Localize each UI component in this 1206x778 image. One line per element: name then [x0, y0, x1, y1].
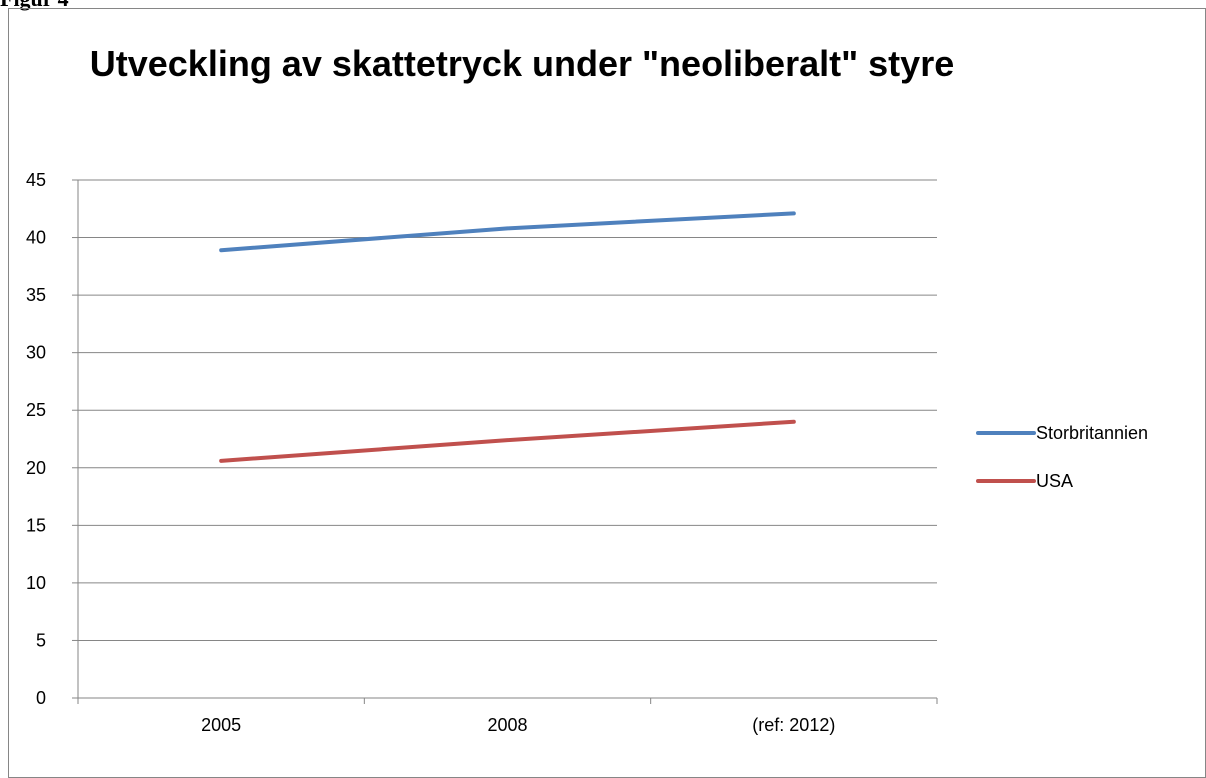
x-tick-label: (ref: 2012): [752, 715, 835, 735]
y-tick-label: 25: [26, 400, 46, 420]
series-line-storbritannien: [219, 211, 796, 253]
y-tick-label: 15: [26, 515, 46, 535]
series-lines: [219, 211, 796, 463]
axes: [72, 179, 938, 704]
y-tick-label: 40: [26, 228, 46, 248]
y-tick-label: 0: [36, 688, 46, 708]
y-tick-label: 30: [26, 343, 46, 363]
legend-label-usa: USA: [1036, 471, 1073, 491]
legend: Storbritannien USA: [976, 423, 1148, 491]
chart-title: Utveckling av skattetryck under "neolibe…: [89, 43, 955, 84]
y-tick-label: 10: [26, 573, 46, 593]
y-tick-label: 5: [36, 630, 46, 650]
y-tick-label: 35: [26, 285, 46, 305]
legend-label-storbritannien: Storbritannien: [1036, 423, 1148, 443]
x-tick-label: 2005: [201, 715, 241, 735]
series-line-usa: [219, 419, 796, 463]
y-tick-label: 45: [26, 170, 46, 190]
figure-label: Figur 4: [0, 0, 69, 12]
line-chart: 0 5 10 15 20 25 30 35 40 45 2005 2008 (ref: 2012) S…: [26, 170, 1148, 735]
x-tick-label: 2008: [487, 715, 527, 735]
gridlines: [78, 179, 937, 641]
y-tick-label: 20: [26, 458, 46, 478]
x-tick-labels: 2005 2008 (ref: 2012): [201, 715, 835, 735]
y-tick-labels: 0 5 10 15 20 25 30 35 40 45: [26, 170, 46, 708]
